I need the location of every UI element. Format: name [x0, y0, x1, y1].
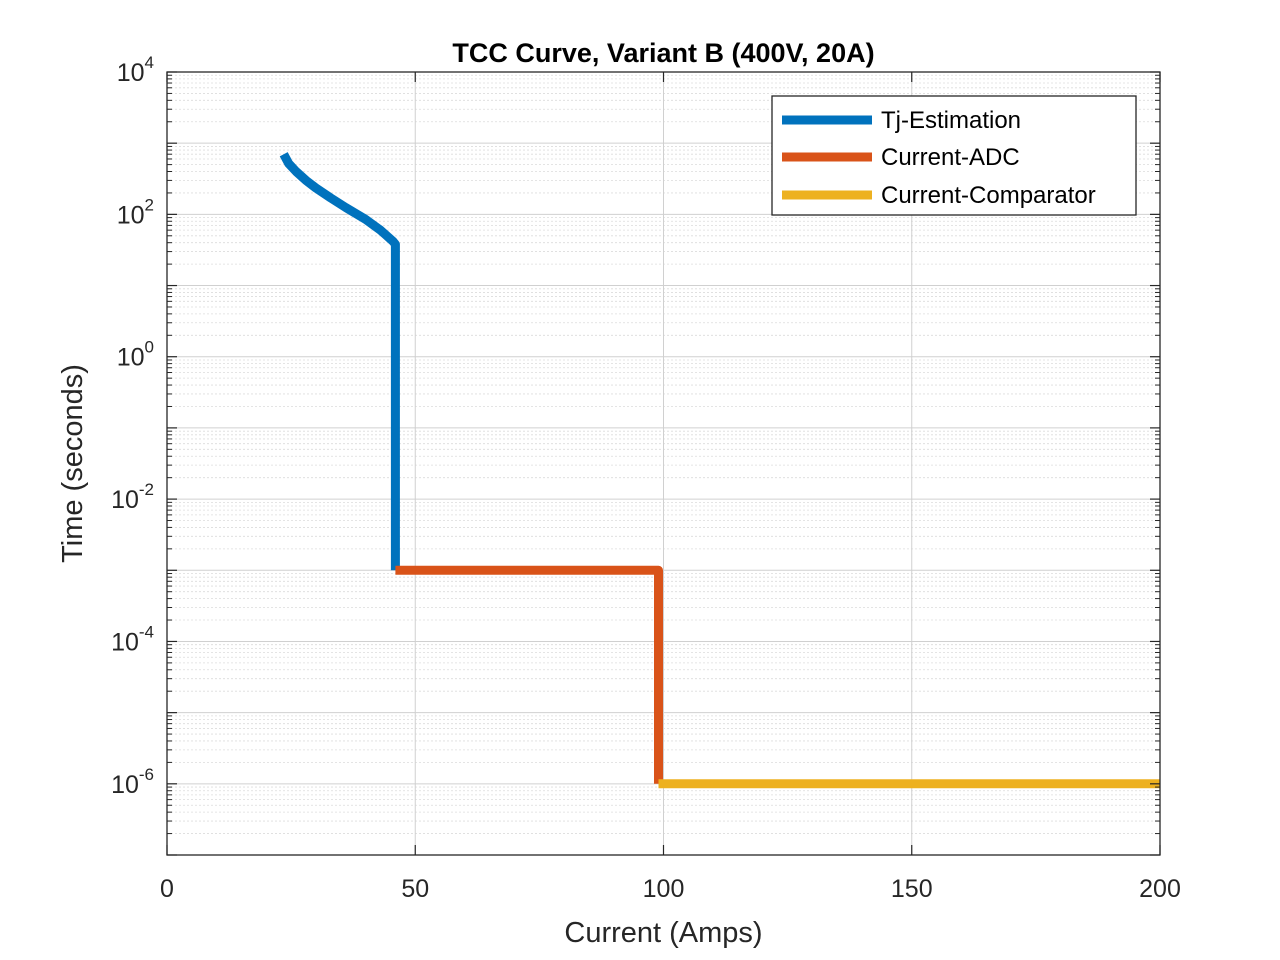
- y-tick-labels: 10-6 10-4 10-2 100 102 104: [111, 53, 154, 799]
- y-tick-label: 10-6: [111, 765, 154, 799]
- y-tick-label: 10-2: [111, 480, 154, 514]
- x-tick-labels: 0 50 100 150 200: [160, 875, 1181, 903]
- axis-ticks: [166, 71, 1161, 856]
- x-axis-label: Current (Amps): [564, 917, 762, 949]
- chart-title: TCC Curve, Variant B (400V, 20A): [452, 38, 874, 68]
- y-tick-label: 104: [117, 53, 154, 87]
- legend-label-tj-estimation: Tj-Estimation: [881, 107, 1021, 134]
- legend-label-current-comparator: Current-Comparator: [881, 182, 1096, 209]
- x-tick-label: 50: [401, 875, 429, 903]
- y-tick-label: 100: [117, 338, 154, 372]
- legend-label-current-adc: Current-ADC: [881, 144, 1020, 171]
- series-line-tj-estimation: [279, 152, 400, 571]
- x-tick-label: 0: [160, 875, 174, 903]
- x-tick-label: 150: [891, 875, 933, 903]
- x-tick-label: 100: [643, 875, 685, 903]
- legend: Tj-Estimation Current-ADC Current-Compar…: [771, 95, 1137, 216]
- y-tick-label: 10-4: [111, 622, 154, 656]
- y-tick-label: 102: [117, 195, 154, 229]
- y-axis-label: Time (seconds): [57, 364, 89, 563]
- series-line-current-adc: [395, 565, 663, 784]
- x-tick-label: 200: [1139, 875, 1181, 903]
- series-layer: [279, 152, 1160, 789]
